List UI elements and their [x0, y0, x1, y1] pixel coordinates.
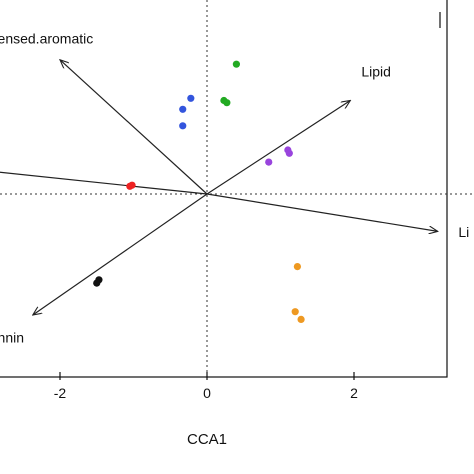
x-tick-label: 2: [350, 385, 358, 401]
arrow-label: Li: [458, 224, 469, 240]
data-point: [285, 149, 293, 157]
data-point: [265, 158, 273, 166]
arrow-left: [0, 171, 208, 195]
data-point: [223, 99, 231, 107]
data-point: [179, 122, 187, 130]
plot-frame: [0, 0, 448, 378]
arrow-label: nnin: [0, 330, 24, 346]
points-layer: [93, 60, 305, 323]
arrow-li: [206, 193, 438, 231]
data-point: [93, 279, 101, 287]
x-axis-title: CCA1: [187, 431, 227, 448]
data-point: [232, 60, 240, 68]
data-point: [187, 94, 195, 102]
x-tick-label: -2: [54, 385, 67, 401]
data-point: [291, 308, 299, 316]
data-point: [126, 182, 134, 190]
data-point: [297, 315, 305, 323]
x-tick-label: 0: [203, 385, 211, 401]
reference-lines: [0, 0, 474, 372]
arrow-nnin: [33, 193, 208, 315]
arrow-label: ensed.aromatic: [0, 30, 93, 46]
arrow-label: Lipid: [361, 63, 391, 79]
data-point: [179, 105, 187, 113]
x-axis-ticks: -2 0 2: [54, 372, 358, 401]
arrow-ensed-aromatic: [60, 60, 208, 195]
arrows-layer: ensed.aromatic Lipid Li nnin: [0, 30, 469, 346]
arrow-lipid: [206, 101, 350, 195]
data-point: [293, 263, 302, 271]
